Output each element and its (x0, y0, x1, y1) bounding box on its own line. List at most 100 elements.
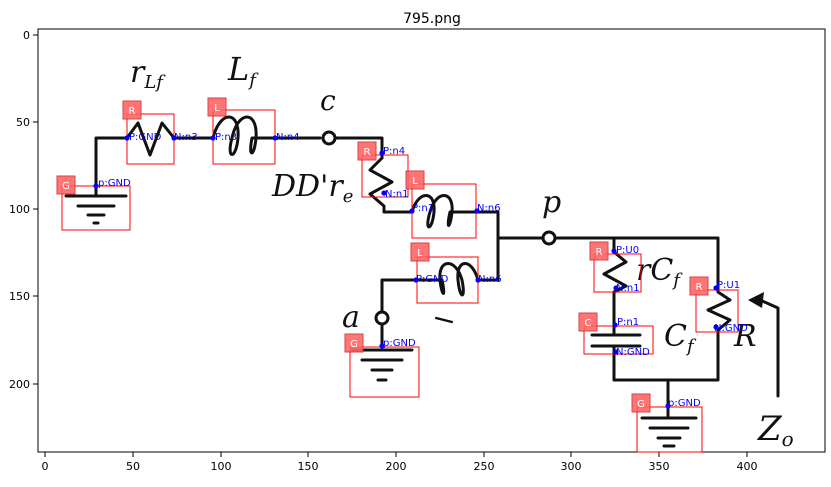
component-box (349, 346, 420, 398)
component-annotation: L P:n1 N:n6 (405, 170, 501, 239)
pin-dot (611, 248, 617, 254)
pin-label: N:n3 (174, 132, 198, 143)
component-tag (207, 97, 227, 117)
pin-label: N:n1 (385, 189, 409, 200)
hand-label-rlf: rLf (130, 55, 166, 93)
component-tag-label: G (62, 181, 70, 192)
inductor-lower-symbol (380, 262, 480, 313)
x-tick-label: 400 (737, 460, 758, 473)
pin-label: P:U0 (616, 245, 639, 256)
pin-dot (413, 277, 419, 283)
component-tag (357, 141, 377, 161)
x-tick-label: 250 (474, 460, 495, 473)
pin-dot (124, 135, 130, 141)
figure-title: 795.png (403, 11, 461, 27)
component-tag-label: G (350, 339, 358, 350)
component-tag (56, 175, 76, 195)
pin-label: p:GND (98, 178, 131, 189)
component-annotation: R P:U0 N:n1 (589, 241, 642, 294)
component-tag (344, 333, 364, 353)
component-tag (405, 170, 425, 190)
x-tick-label: 350 (649, 460, 670, 473)
resistor-rcf-symbol (602, 250, 628, 320)
pin-dot (379, 343, 385, 349)
pin-label: N:GND (714, 323, 748, 334)
x-tick-label: 150 (298, 460, 319, 473)
component-tag-label: R (596, 247, 603, 258)
component-tag (578, 312, 598, 332)
y-tick-label: 0 (23, 29, 30, 42)
y-tick-label: 150 (9, 290, 30, 303)
pin-dot (171, 135, 177, 141)
y-tick-label: 50 (16, 116, 30, 129)
component-tag-label: R (696, 282, 703, 293)
inductor-lf-symbol (211, 115, 322, 156)
x-tick-label: 0 (42, 460, 49, 473)
pin-label: N:n6 (477, 203, 501, 214)
pin-dot (379, 150, 385, 156)
pin-label: P:U1 (717, 280, 740, 291)
y-tick-label: 100 (9, 203, 30, 216)
pin-dot (665, 403, 671, 409)
pin-label: P:n1 (617, 317, 639, 328)
component-tag-label: L (214, 103, 220, 114)
component-tag-label: C (585, 318, 592, 329)
pin-dot (474, 208, 480, 214)
component-tag (589, 241, 609, 261)
component-box (593, 253, 642, 293)
hand-label-r: R (733, 319, 757, 354)
pin-dot (612, 322, 618, 328)
handwritten-labels: rLf Lf c DD're p a rCf Cf R Zo (130, 50, 794, 451)
component-tag (122, 100, 142, 120)
pin-dot (613, 285, 619, 291)
pin-label: N:n6 (478, 274, 502, 285)
pin-dot (93, 183, 99, 189)
pin-dot (613, 349, 619, 355)
hand-label-zo: Zo (757, 409, 794, 451)
x-tick-label: 100 (211, 460, 232, 473)
component-tag-label: G (637, 399, 645, 410)
pin-label: N:n1 (616, 283, 640, 294)
hand-label-p: p (542, 185, 561, 220)
component-tag (410, 242, 430, 262)
resistor-dd-symbol (368, 156, 414, 214)
component-annotation: C P:n1 N:GND (578, 312, 654, 358)
component-tag-label: R (129, 106, 136, 117)
pin-label: N:n4 (276, 132, 300, 143)
component-annotation: R P:GND N:n3 (122, 100, 198, 165)
component-tag (689, 276, 709, 296)
hand-label-a: a (342, 300, 360, 335)
pin-label: p:GND (383, 338, 416, 349)
pin-label: P:GND (129, 132, 162, 143)
pin-label: P:n4 (383, 146, 405, 157)
x-tick-label: 300 (561, 460, 582, 473)
component-box (583, 325, 654, 355)
component-tag (631, 393, 651, 413)
y-tick-label: 200 (9, 378, 30, 391)
hand-label-dd: DD're (271, 169, 353, 207)
x-tick-label: 50 (126, 460, 140, 473)
inductor-upper-symbol (410, 194, 500, 240)
pin-dot (210, 135, 216, 141)
component-annotation: R P:U1 N:GND (689, 276, 748, 334)
component-annotation: L P:GND N:n6 (410, 242, 502, 304)
component-annotation: L P:n3 N:n4 (207, 97, 300, 165)
y-axis-ticks: 0 50 100 150 200 (9, 29, 38, 391)
pin-dot (381, 190, 387, 196)
resistor-r-symbol (706, 290, 732, 332)
hand-label-c: c (320, 84, 336, 117)
pin-dot (713, 285, 719, 291)
x-tick-label: 200 (386, 460, 407, 473)
component-tag-label: R (364, 147, 371, 158)
pin-label: p:GND (668, 398, 701, 409)
component-tag-label: L (412, 176, 418, 187)
resistor-rlf-symbol (125, 121, 215, 157)
component-tag-label: L (417, 248, 423, 259)
pin-dot (713, 324, 719, 330)
pin-dot (272, 135, 278, 141)
